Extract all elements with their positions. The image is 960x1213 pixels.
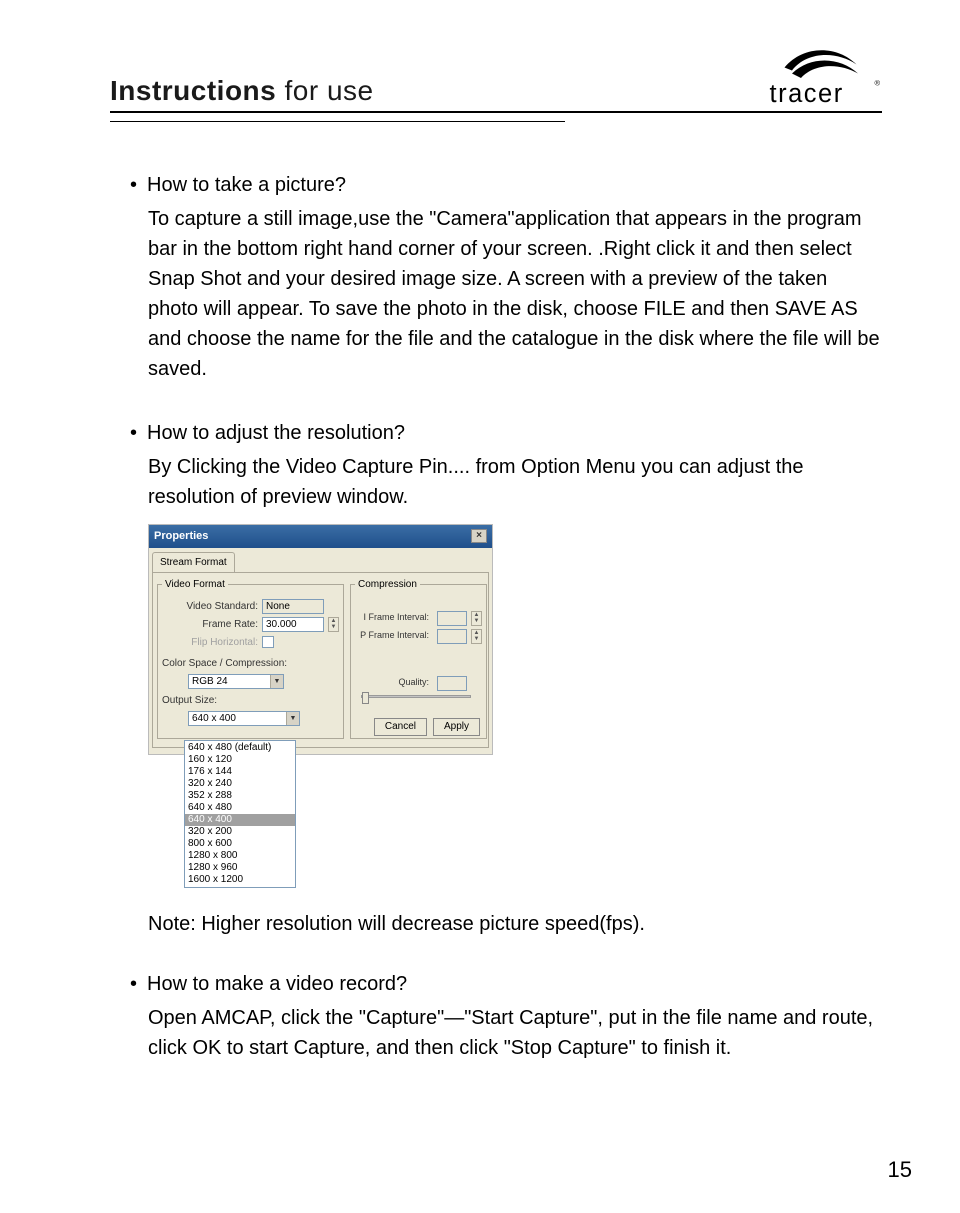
p-frame-field — [437, 629, 467, 644]
video-format-group: Video Format Video Standard: None Frame … — [157, 577, 344, 739]
tab-stream-format[interactable]: Stream Format — [152, 552, 235, 572]
page-header: Instructions for use tracer ® — [110, 30, 882, 113]
color-space-label: Color Space / Compression: — [162, 656, 339, 671]
output-size-listbox[interactable]: 640 x 480 (default)160 x 120176 x 144320… — [184, 740, 296, 888]
i-frame-field — [437, 611, 467, 626]
section-body: To capture a still image,use the "Camera… — [148, 204, 882, 384]
flip-horizontal-label: Flip Horizontal: — [162, 635, 258, 650]
section-heading: How to make a video record? — [147, 969, 407, 999]
frame-rate-spinner[interactable]: ▲▼ — [328, 617, 339, 632]
list-item[interactable]: 640 x 400 — [185, 814, 295, 826]
list-item[interactable]: 320 x 200 — [185, 826, 295, 838]
bullet-icon: • — [130, 170, 137, 200]
header-subrule — [110, 121, 565, 122]
frame-rate-label: Frame Rate: — [162, 617, 258, 632]
list-item[interactable]: 1600 x 1200 — [185, 874, 295, 886]
properties-dialog: Properties × Stream Format Video Format … — [148, 524, 493, 755]
dialog-title: Properties — [154, 528, 208, 545]
svg-text:tracer: tracer — [770, 80, 844, 108]
list-item[interactable]: 1280 x 800 — [185, 850, 295, 862]
list-item[interactable]: 640 x 480 (default) — [185, 742, 295, 754]
output-size-label: Output Size: — [162, 693, 232, 708]
dialog-body: Stream Format Video Format Video Standar… — [149, 548, 492, 754]
page-number: 15 — [888, 1157, 912, 1183]
section-body: Open AMCAP, click the "Capture"—"Start C… — [148, 1003, 882, 1063]
list-item[interactable]: 176 x 144 — [185, 766, 295, 778]
title-bold: Instructions — [110, 75, 276, 106]
list-item[interactable]: 320 x 240 — [185, 778, 295, 790]
svg-text:®: ® — [875, 79, 881, 88]
i-frame-label: I Frame Interval: — [355, 611, 433, 625]
bullet-icon: • — [130, 418, 137, 448]
flip-horizontal-checkbox[interactable] — [262, 636, 274, 648]
p-frame-label: P Frame Interval: — [355, 629, 433, 643]
slider-thumb-icon — [362, 692, 369, 704]
section-body: By Clicking the Video Capture Pin.... fr… — [148, 452, 882, 512]
section-take-picture: • How to take a picture? To capture a st… — [148, 170, 882, 384]
group-legend: Compression — [355, 577, 420, 592]
list-item[interactable]: 160 x 120 — [185, 754, 295, 766]
bullet-icon: • — [130, 969, 137, 999]
video-standard-field: None — [262, 599, 324, 614]
group-legend: Video Format — [162, 577, 228, 592]
content-area: • How to take a picture? To capture a st… — [110, 170, 882, 1063]
video-standard-label: Video Standard: — [162, 599, 258, 614]
list-item[interactable]: 800 x 600 — [185, 838, 295, 850]
quality-field — [437, 676, 467, 691]
compression-group: Compression I Frame Interval: ▲▼ P Frame… — [350, 577, 487, 739]
section-heading: How to take a picture? — [147, 170, 346, 200]
section-video-record: • How to make a video record? Open AMCAP… — [148, 969, 882, 1063]
color-space-value: RGB 24 — [189, 674, 270, 689]
list-item[interactable]: 640 x 480 — [185, 802, 295, 814]
cancel-button[interactable]: Cancel — [374, 718, 427, 736]
title-light: for use — [276, 75, 373, 106]
page-title: Instructions for use — [110, 75, 374, 107]
output-size-value: 640 x 400 — [189, 711, 286, 726]
section-heading: How to adjust the resolution? — [147, 418, 405, 448]
resolution-note: Note: Higher resolution will decrease pi… — [148, 909, 882, 939]
chevron-down-icon: ▼ — [286, 712, 299, 725]
dialog-titlebar: Properties × — [149, 525, 492, 548]
chevron-down-icon: ▼ — [270, 675, 283, 688]
brand-logo: tracer ® — [762, 42, 882, 119]
frame-rate-field[interactable]: 30.000 — [262, 617, 324, 632]
quality-label: Quality: — [355, 676, 433, 690]
color-space-dropdown[interactable]: RGB 24 ▼ — [188, 674, 284, 689]
i-frame-spinner[interactable]: ▲▼ — [471, 611, 482, 626]
apply-button[interactable]: Apply — [433, 718, 480, 736]
dialog-panel: Video Format Video Standard: None Frame … — [152, 572, 489, 748]
close-icon[interactable]: × — [471, 529, 487, 543]
section-adjust-resolution: • How to adjust the resolution? By Click… — [148, 418, 882, 939]
output-size-dropdown[interactable]: 640 x 400 ▼ — [188, 711, 300, 726]
p-frame-spinner[interactable]: ▲▼ — [471, 629, 482, 644]
list-item[interactable]: 1280 x 960 — [185, 862, 295, 874]
quality-slider[interactable] — [361, 695, 471, 698]
list-item[interactable]: 352 x 288 — [185, 790, 295, 802]
